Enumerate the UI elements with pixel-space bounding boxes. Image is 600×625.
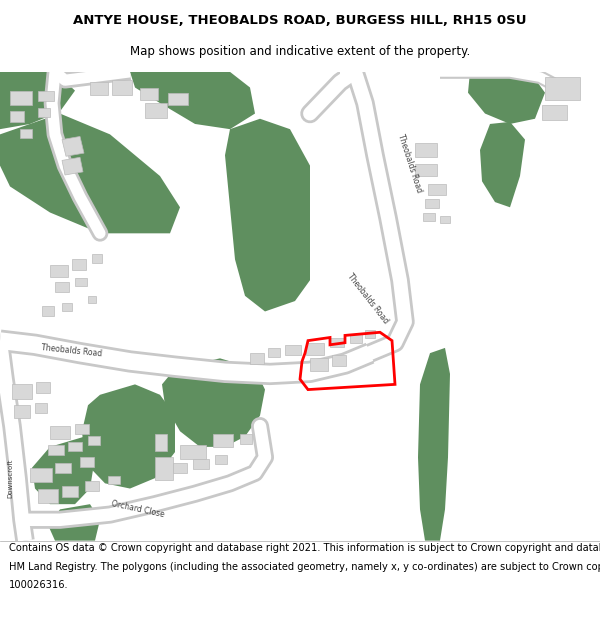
- Polygon shape: [32, 436, 95, 504]
- Bar: [85, 481, 99, 491]
- Bar: [35, 403, 47, 412]
- Text: 100026316.: 100026316.: [9, 580, 68, 590]
- Bar: [55, 462, 71, 473]
- Bar: [72, 259, 86, 270]
- Polygon shape: [48, 504, 100, 541]
- Polygon shape: [130, 72, 255, 129]
- Polygon shape: [62, 158, 83, 175]
- Bar: [145, 103, 167, 118]
- Bar: [88, 436, 100, 445]
- Bar: [50, 426, 70, 439]
- Bar: [38, 91, 54, 101]
- Bar: [310, 358, 328, 371]
- Bar: [38, 108, 50, 117]
- Bar: [268, 348, 280, 358]
- Bar: [545, 77, 580, 100]
- Text: Theobalds Road: Theobalds Road: [41, 343, 103, 359]
- Polygon shape: [468, 72, 545, 124]
- Bar: [250, 353, 264, 364]
- Bar: [30, 468, 52, 482]
- Bar: [193, 459, 209, 469]
- Bar: [350, 334, 362, 342]
- Bar: [180, 445, 206, 459]
- Polygon shape: [62, 136, 84, 156]
- Bar: [168, 92, 188, 105]
- Polygon shape: [82, 384, 175, 489]
- Bar: [10, 111, 24, 122]
- Text: ANTYE HOUSE, THEOBALDS ROAD, BURGESS HILL, RH15 0SU: ANTYE HOUSE, THEOBALDS ROAD, BURGESS HIL…: [73, 14, 527, 27]
- Text: Downscroft: Downscroft: [7, 459, 13, 498]
- Bar: [285, 345, 301, 355]
- Bar: [68, 442, 82, 451]
- Text: HM Land Registry. The polygons (including the associated geometry, namely x, y c: HM Land Registry. The polygons (includin…: [9, 562, 600, 572]
- Bar: [36, 382, 50, 392]
- Text: Orchard Close: Orchard Close: [111, 499, 165, 519]
- Bar: [75, 278, 87, 286]
- Polygon shape: [225, 119, 310, 311]
- Bar: [20, 129, 32, 138]
- Bar: [92, 254, 102, 262]
- Bar: [38, 489, 58, 503]
- Text: Contains OS data © Crown copyright and database right 2021. This information is : Contains OS data © Crown copyright and d…: [9, 543, 600, 553]
- Bar: [62, 303, 72, 311]
- Bar: [108, 476, 120, 484]
- Bar: [155, 434, 167, 451]
- Bar: [240, 434, 252, 444]
- Polygon shape: [0, 114, 180, 233]
- Bar: [332, 355, 346, 366]
- Text: Theobalds Road: Theobalds Road: [396, 133, 424, 194]
- Polygon shape: [0, 72, 75, 129]
- Text: Theobalds Road: Theobalds Road: [346, 272, 391, 326]
- Bar: [10, 91, 32, 105]
- Bar: [140, 88, 158, 100]
- Bar: [306, 342, 324, 355]
- Bar: [215, 455, 227, 464]
- Bar: [173, 462, 187, 473]
- Bar: [48, 445, 64, 455]
- Bar: [90, 82, 108, 95]
- Polygon shape: [162, 358, 265, 447]
- Bar: [365, 330, 375, 338]
- Bar: [425, 199, 439, 208]
- Polygon shape: [418, 348, 450, 541]
- Bar: [80, 458, 94, 467]
- Bar: [428, 184, 446, 195]
- Bar: [213, 434, 233, 447]
- Text: Map shows position and indicative extent of the property.: Map shows position and indicative extent…: [130, 45, 470, 58]
- Polygon shape: [480, 122, 525, 208]
- Bar: [88, 296, 96, 303]
- Bar: [62, 486, 78, 497]
- Bar: [423, 213, 435, 221]
- Bar: [330, 338, 344, 347]
- Bar: [12, 384, 32, 399]
- Bar: [50, 264, 68, 277]
- Bar: [415, 142, 437, 158]
- Bar: [542, 105, 567, 120]
- Bar: [55, 282, 69, 292]
- Bar: [75, 424, 89, 434]
- Bar: [415, 164, 437, 176]
- Bar: [440, 216, 450, 223]
- Bar: [14, 405, 30, 418]
- Bar: [112, 80, 132, 95]
- Bar: [155, 458, 173, 480]
- Bar: [42, 306, 54, 316]
